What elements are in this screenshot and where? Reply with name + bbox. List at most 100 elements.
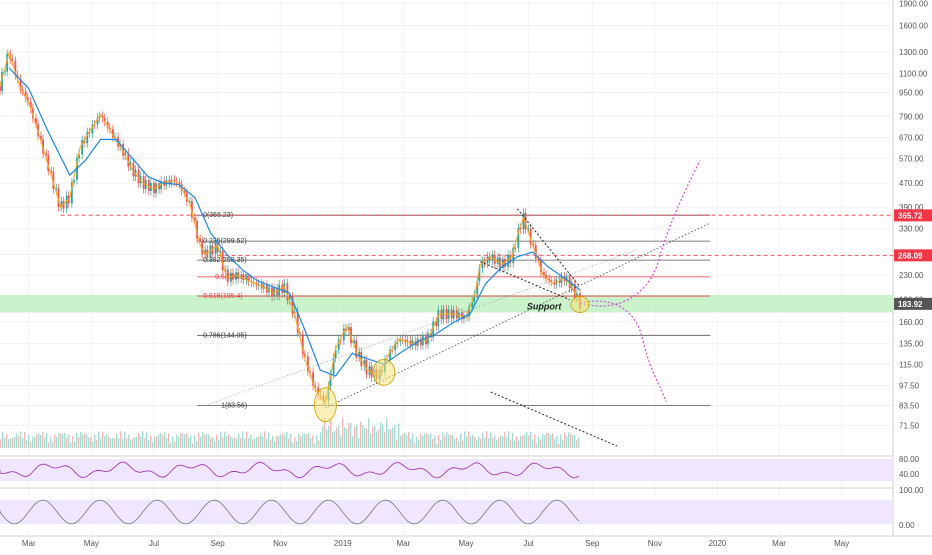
volume-bar (238, 433, 240, 448)
volume-bar (372, 426, 374, 448)
volume-bar (434, 435, 436, 448)
candle-body (471, 301, 474, 308)
candle-body (529, 229, 532, 245)
volume-bar (470, 436, 472, 448)
volume-bar (454, 439, 456, 448)
volume-bar (32, 436, 34, 448)
time-tick-label: Mar (22, 539, 36, 548)
volume-bar (16, 433, 18, 448)
volume-bar (334, 430, 336, 448)
volume-bar (382, 424, 384, 448)
price-tick-label: 97.50 (899, 382, 920, 391)
time-tick-label: Nov (648, 539, 662, 548)
candle-body (345, 328, 347, 331)
volume-bar (158, 434, 160, 448)
candle-body (114, 136, 116, 138)
volume-bar (422, 435, 424, 448)
volume-bar (418, 440, 420, 448)
volume-bar (524, 434, 526, 448)
bearish-projection-curve (579, 300, 667, 402)
volume-bar (276, 436, 278, 448)
volume-bar (316, 435, 318, 448)
volume-bar (74, 441, 76, 448)
volume-bar (392, 427, 394, 448)
volume-bar (542, 433, 544, 448)
price-tick-label: 330.00 (899, 225, 924, 234)
volume-bar (386, 417, 388, 448)
volume-bar (128, 434, 130, 448)
volume-bar (340, 435, 342, 448)
volume-bar (494, 435, 496, 448)
candle-body (196, 221, 198, 239)
volume-bar (250, 434, 252, 448)
volume-bar (346, 428, 348, 448)
volume-bar (216, 434, 218, 448)
volume-bar (292, 443, 294, 448)
volume-bar (80, 431, 82, 448)
volume-bar (36, 434, 38, 448)
candle-body (14, 60, 17, 76)
volume-bar (278, 436, 280, 448)
volume-bar (554, 439, 556, 448)
candle-body (548, 278, 551, 281)
volume-bar (60, 433, 62, 448)
highlight-circle (372, 358, 396, 386)
candle-body (153, 182, 155, 194)
volume-bar (308, 433, 310, 448)
candle-body (281, 284, 284, 293)
volume-bar (2, 431, 4, 448)
volume-bar (72, 436, 74, 448)
time-tick-label: May (834, 539, 849, 548)
volume-bar (402, 434, 404, 448)
volume-bar (360, 421, 362, 448)
candle-body (78, 154, 80, 159)
candle-body (550, 280, 553, 282)
candle-body (437, 310, 440, 327)
volume-bar (538, 436, 540, 448)
price-badge-label: 183.92 (898, 300, 923, 309)
volume-bar (42, 431, 44, 448)
volume-bar (324, 418, 326, 448)
volume-bar (240, 438, 242, 448)
candle-body (391, 349, 393, 351)
volume-bar (546, 433, 548, 448)
candle-body (194, 217, 196, 222)
volume-bar (312, 435, 314, 448)
candle-body (112, 129, 114, 138)
volume-bar (38, 433, 40, 448)
volume-bar (446, 432, 448, 448)
candle-body (214, 241, 217, 254)
candle-body (339, 339, 342, 341)
time-tick-label: May (458, 539, 473, 548)
volume-bar (46, 433, 48, 448)
volume-bar (168, 433, 170, 448)
time-tick-label: Jul (523, 539, 533, 548)
candle-body (178, 182, 181, 185)
volume-bar (202, 431, 204, 448)
volume-bar (568, 432, 570, 448)
volume-bar (140, 436, 142, 448)
candle-body (103, 118, 106, 122)
volume-bar (572, 434, 574, 448)
candle-body (334, 349, 337, 358)
price-tick-label: 670.00 (899, 133, 924, 142)
volume-bar (576, 439, 578, 448)
volume-bar (288, 438, 290, 448)
volume-bar (182, 433, 184, 448)
volume-bar (432, 438, 434, 448)
volume-bar (440, 440, 442, 448)
volume-bar (196, 441, 198, 448)
price-badge (894, 209, 932, 222)
volume-bar (118, 438, 120, 448)
volume-bar (116, 433, 118, 448)
candle-body (486, 256, 489, 264)
volume-bar (284, 435, 286, 448)
volume-bar (342, 417, 344, 448)
volume-bar (522, 435, 524, 448)
volume-bar (6, 434, 8, 448)
volume-bar (138, 433, 140, 448)
volume-bar (70, 442, 72, 448)
candle-body (368, 366, 371, 375)
